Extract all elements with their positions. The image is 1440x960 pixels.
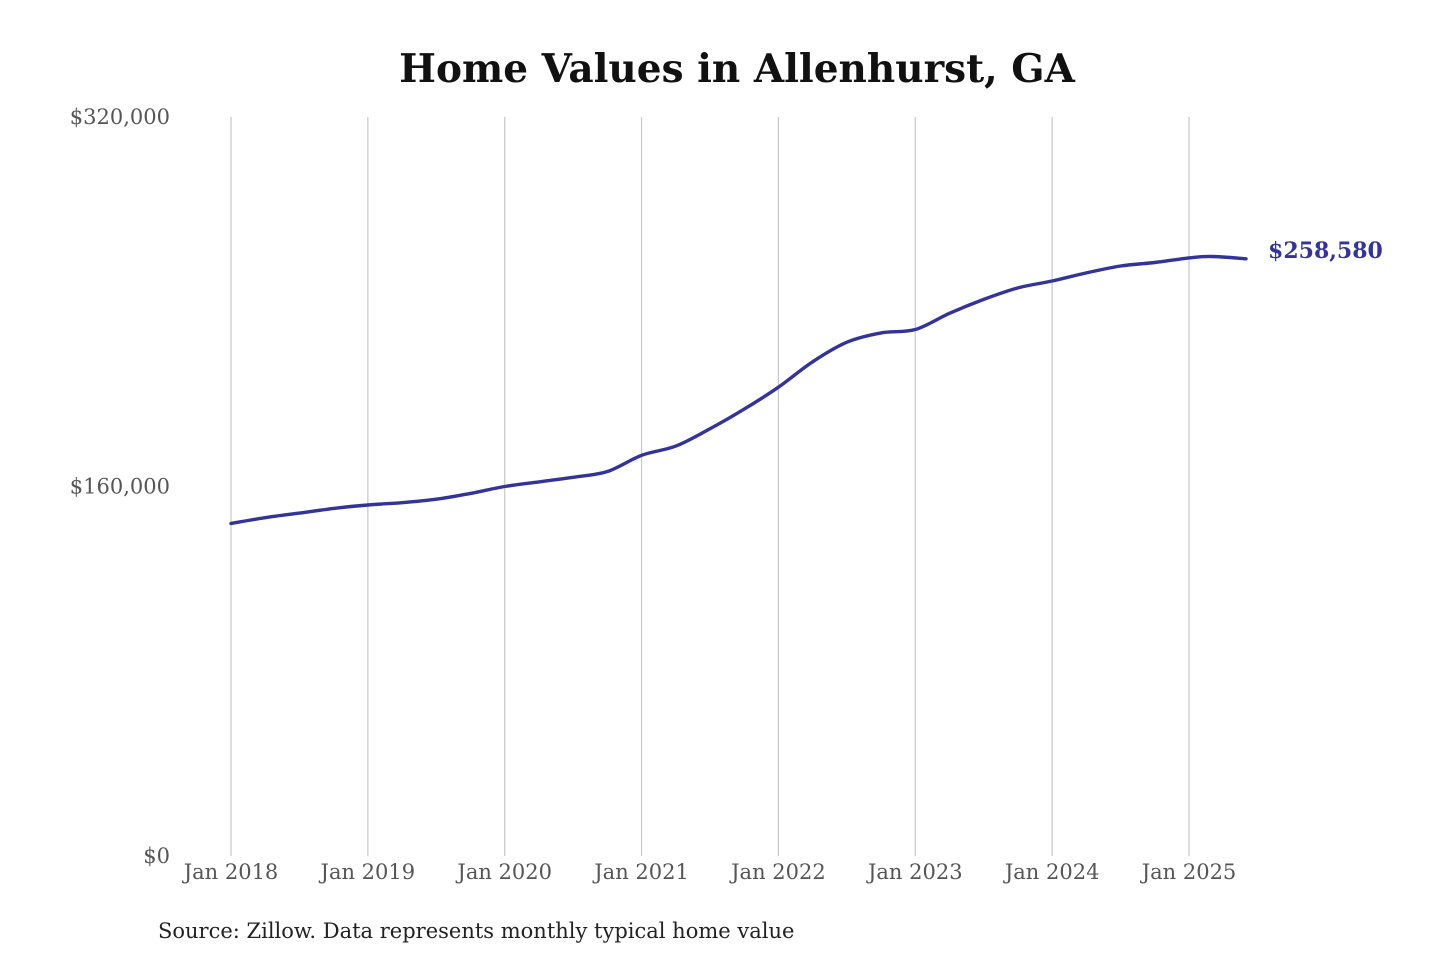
- gridlines: [230, 117, 1190, 856]
- x-tick-label: Jan 2021: [592, 860, 689, 884]
- x-tick-label: Jan 2023: [866, 860, 963, 884]
- x-tick-label: Jan 2022: [729, 860, 826, 884]
- x-tick-label: Jan 2020: [455, 860, 552, 884]
- x-tick-label: Jan 2024: [1003, 860, 1100, 884]
- x-tick-label: Jan 2019: [319, 860, 416, 884]
- chart-title: Home Values in Allenhurst, GA: [399, 46, 1075, 92]
- x-tick-label: Jan 2025: [1140, 860, 1237, 884]
- series-layer: $258,580: [229, 238, 1383, 526]
- y-tick-label: $160,000: [70, 475, 170, 499]
- end-value-label: $258,580: [1268, 238, 1383, 264]
- x-tick-label: Jan 2018: [182, 860, 279, 884]
- y-axis-ticks: $0 $160,000 $320,000: [70, 105, 170, 868]
- y-tick-label: $320,000: [70, 105, 170, 129]
- home-value-line: [229, 254, 1248, 526]
- y-tick-label: $0: [143, 844, 170, 868]
- x-axis-ticks: Jan 2018 Jan 2019 Jan 2020 Jan 2021 Jan 2022…: [182, 860, 1237, 884]
- source-note: Source: Zillow. Data represents monthly …: [158, 919, 794, 943]
